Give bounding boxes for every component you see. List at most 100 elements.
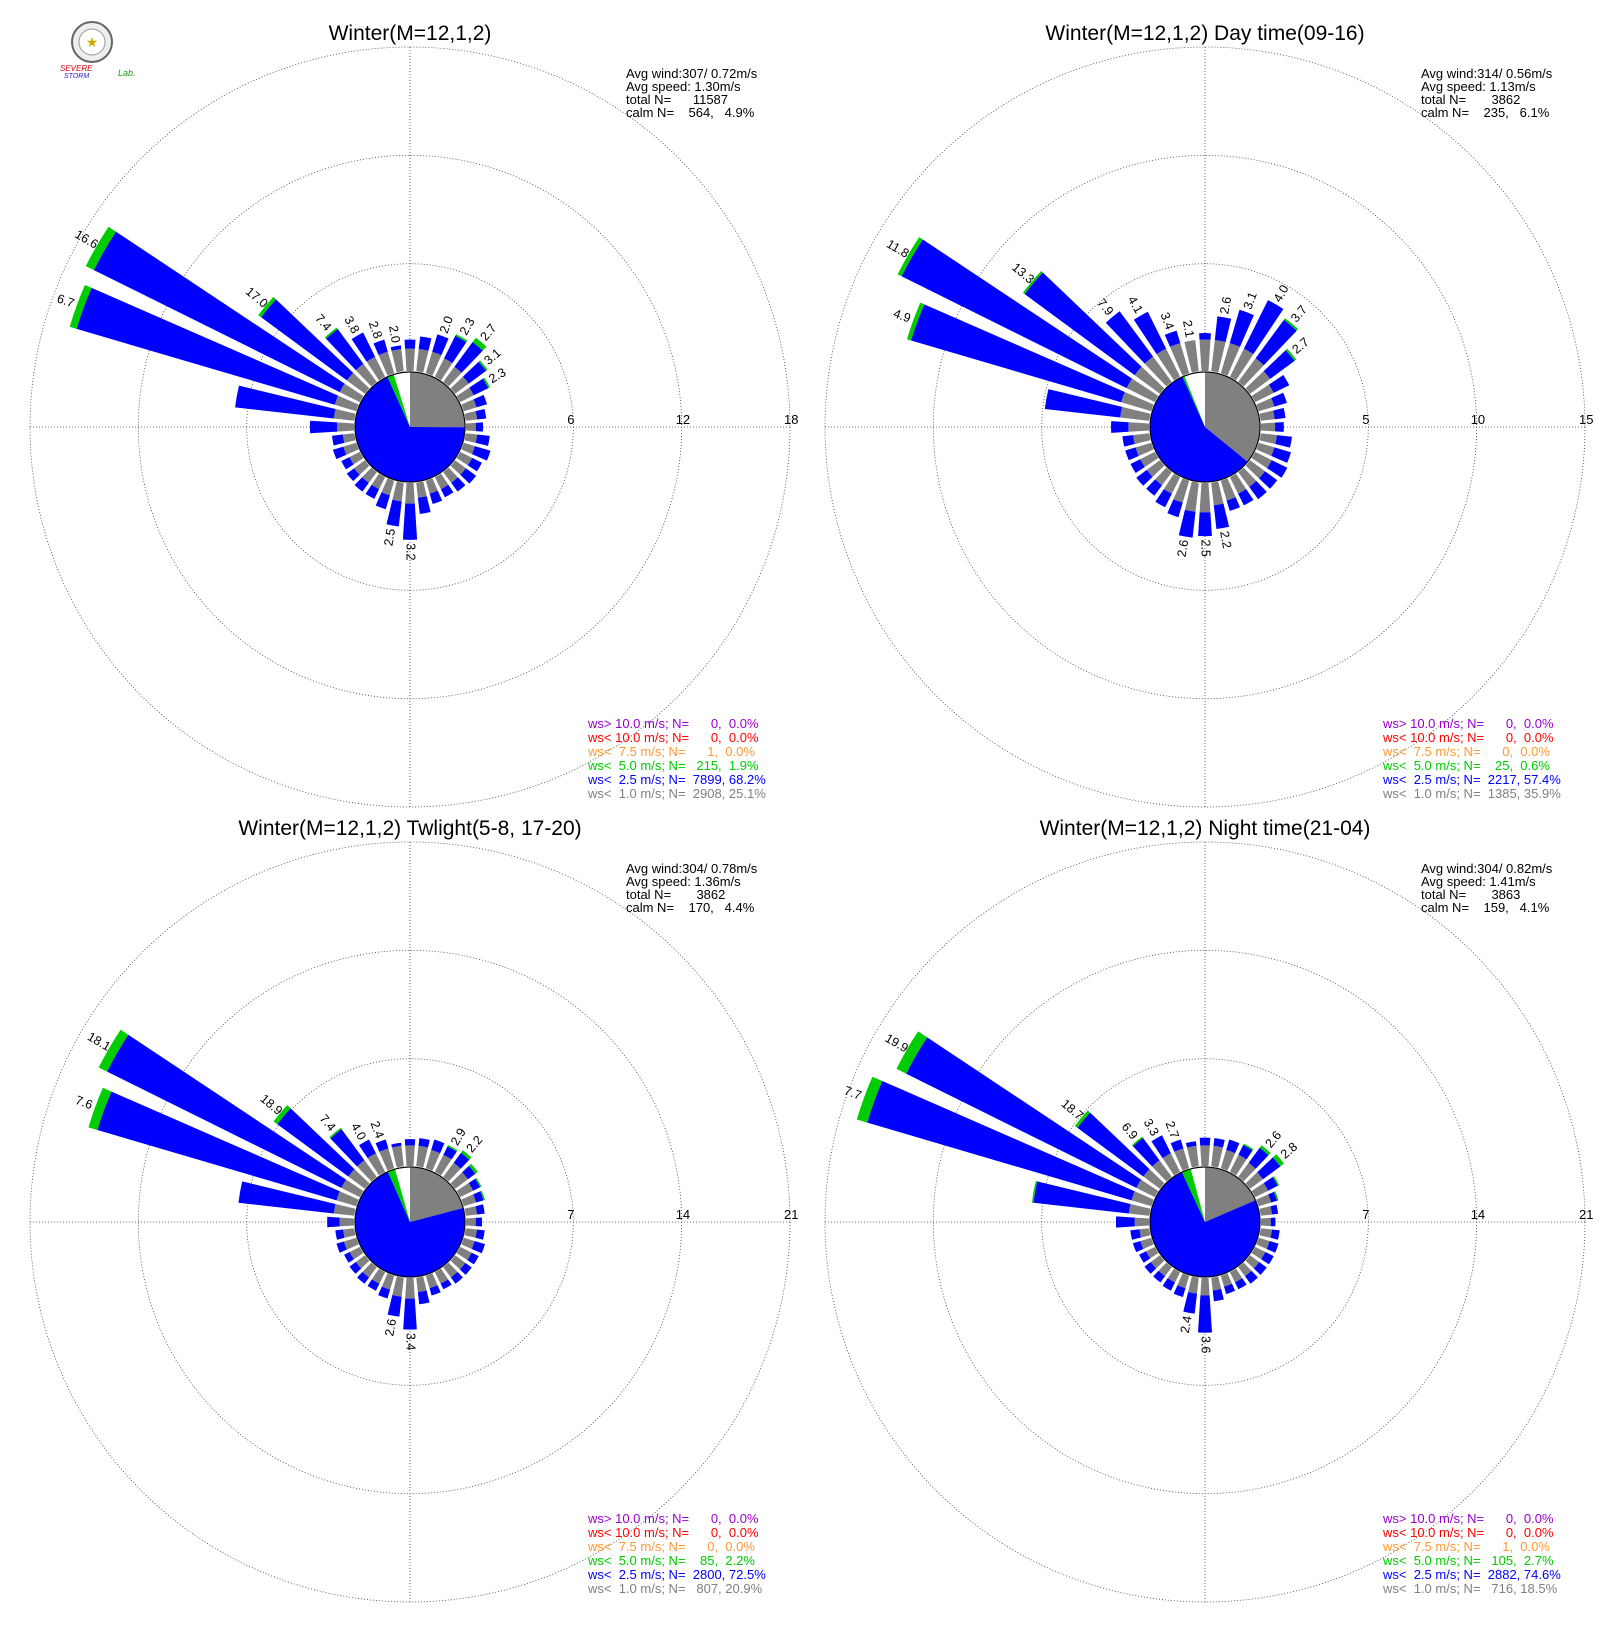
- bar-segment-lt5: [475, 1177, 482, 1188]
- bar-segment-lt5: [455, 334, 468, 343]
- bar-segment-lt25: [1263, 350, 1295, 379]
- bar-segment-lt1: [333, 409, 356, 421]
- bar-value-label: 6.9: [1119, 1120, 1141, 1142]
- pie-slice-lt25: [355, 1171, 466, 1278]
- legend-entry: ws< 1.0 m/s; N= 807, 20.9%: [587, 1581, 763, 1596]
- bar-segment-lt25: [1136, 469, 1153, 486]
- bar-segment-lt25: [1146, 479, 1163, 496]
- bar-segment-lt1: [1251, 1246, 1266, 1260]
- bar-segment-lt25: [359, 1139, 376, 1159]
- bar-segment-lt1: [461, 442, 475, 455]
- legend-entry: ws< 2.5 m/s; N= 7899, 68.2%: [587, 772, 766, 787]
- bar-segment-lt1: [1156, 348, 1181, 381]
- bar-segment-lt25: [387, 1295, 402, 1317]
- bar-segment-lt1: [1260, 422, 1276, 432]
- bar-segment-lt25: [1105, 311, 1154, 364]
- bar-value-label: 2.6: [1175, 539, 1192, 559]
- bar-segment-lt25: [277, 1108, 355, 1177]
- bar-segment-lt1: [1229, 1154, 1247, 1176]
- bar-segment-lt25: [375, 1139, 389, 1152]
- bar-value-label: 7.4: [317, 1112, 339, 1134]
- bar-segment-lt1: [1200, 1145, 1210, 1167]
- bar-segment-lt1: [342, 433, 356, 443]
- bar-segment-lt25: [432, 334, 449, 356]
- bar-segment-lt25: [906, 1037, 1142, 1188]
- bar-value-label: 3.1: [481, 346, 503, 368]
- bar-segment-lt25: [330, 1129, 365, 1167]
- bar-segment-lt25: [467, 1252, 479, 1265]
- bar-segment-lt25: [351, 332, 376, 362]
- bar-value-label: 2.5: [1199, 540, 1213, 557]
- bar-segment-lt25: [473, 1191, 484, 1203]
- pie-slice-lt5: [1181, 1168, 1205, 1222]
- bar-segment-lt1: [1256, 1237, 1270, 1249]
- bar-segment-lt25: [429, 1285, 441, 1296]
- bar-segment-lt25: [1245, 1270, 1258, 1284]
- bar-segment-lt1: [1245, 1255, 1260, 1269]
- bar-segment-lt25: [1213, 1138, 1225, 1148]
- bar-segment-lt1: [425, 478, 438, 494]
- bar-segment-lt1: [1143, 1169, 1165, 1189]
- bar-segment-lt1: [416, 1145, 428, 1168]
- bar-segment-lt1: [405, 1277, 415, 1299]
- bar-segment-lt1: [371, 1268, 386, 1284]
- bar-segment-lt25: [1133, 311, 1167, 355]
- bar-segment-lt1: [1245, 371, 1271, 394]
- bar-segment-lt1: [378, 351, 395, 376]
- bar-segment-lt1: [1259, 433, 1277, 444]
- bar-segment-lt25: [1077, 1112, 1150, 1177]
- bar-segment-lt1: [425, 1149, 441, 1171]
- bar-segment-lt1: [1167, 1268, 1181, 1283]
- bar-segment-lt1: [405, 348, 415, 372]
- bar-segment-lt1: [1238, 358, 1264, 387]
- bar-segment-lt5: [896, 1031, 928, 1074]
- legend-entry: ws< 10.0 m/s; N= 0, 0.0%: [587, 730, 759, 745]
- bar-segment-lt1: [1251, 384, 1274, 403]
- logo-text-lab: Lab.: [118, 68, 136, 78]
- bar-value-label: 7.7: [842, 1084, 863, 1103]
- bar-segment-lt25: [391, 1142, 402, 1148]
- pie-outline: [354, 371, 466, 483]
- legend-entry: ws< 1.0 m/s; N= 1385, 35.9%: [1382, 786, 1561, 801]
- bar-segment-lt5: [468, 1163, 478, 1174]
- bar-segment-lt5: [461, 1150, 472, 1160]
- bar-segment-lt1: [1139, 1228, 1151, 1238]
- legend-entry: ws> 10.0 m/s; N= 0, 0.0%: [1382, 716, 1554, 731]
- bar-segment-lt1: [362, 467, 377, 483]
- bar-segment-lt1: [1211, 1276, 1222, 1291]
- bar-segment-lt25: [1198, 1295, 1212, 1333]
- pie-slice-lt1: [410, 1167, 464, 1222]
- bar-segment-lt25: [327, 1216, 340, 1228]
- bar-segment-lt5: [897, 237, 923, 277]
- bar-segment-lt1: [1256, 442, 1275, 456]
- ring-tick-label: 10: [1471, 412, 1485, 427]
- bar-segment-lt25: [1270, 1204, 1279, 1215]
- bar-segment-lt5: [1272, 1176, 1280, 1186]
- bar-segment-lt25: [450, 1271, 463, 1284]
- panel-title: Winter(M=12,1,2) Twlight(5-8, 17-20): [238, 817, 581, 840]
- bar-segment-lt25: [1199, 1137, 1211, 1146]
- stat-line: Avg wind:304/ 0.82m/s: [1421, 861, 1553, 876]
- bar-segment-lt25: [460, 468, 477, 484]
- bar-segment-lt25: [1151, 1135, 1171, 1159]
- bar-segment-lt25: [76, 287, 339, 405]
- legend-entry: ws< 7.5 m/s; N= 1, 0.0%: [1382, 1539, 1550, 1554]
- windrose-panel-2: 5 10 152.6 3.1 4.03.72.72.22.52.64.911.813.3…: [824, 22, 1593, 808]
- bar-segment-lt5: [1131, 1136, 1143, 1147]
- bar-segment-lt1: [405, 1145, 415, 1167]
- bar-value-label: 3.2: [404, 543, 418, 560]
- bar-segment-lt1: [1163, 473, 1181, 494]
- bar-value-label: 2.5: [381, 527, 398, 547]
- bar-segment-lt1: [1173, 478, 1190, 503]
- legend-entry: ws< 2.5 m/s; N= 2217, 57.4%: [1382, 772, 1561, 787]
- bar-segment-lt25: [261, 299, 354, 381]
- bar-segment-lt25: [1198, 512, 1212, 537]
- bar-segment-lt25: [1249, 481, 1267, 500]
- bar-segment-lt25: [1270, 1217, 1276, 1227]
- bar-segment-lt5: [1273, 1191, 1279, 1201]
- bar-segment-lt25: [1153, 1270, 1165, 1283]
- bar-segment-lt1: [1135, 442, 1154, 456]
- bar-value-label: 2.2: [464, 1133, 486, 1155]
- legend-entry: ws< 2.5 m/s; N= 2800, 72.5%: [587, 1567, 766, 1582]
- stat-line: total N= 3862: [1421, 92, 1520, 107]
